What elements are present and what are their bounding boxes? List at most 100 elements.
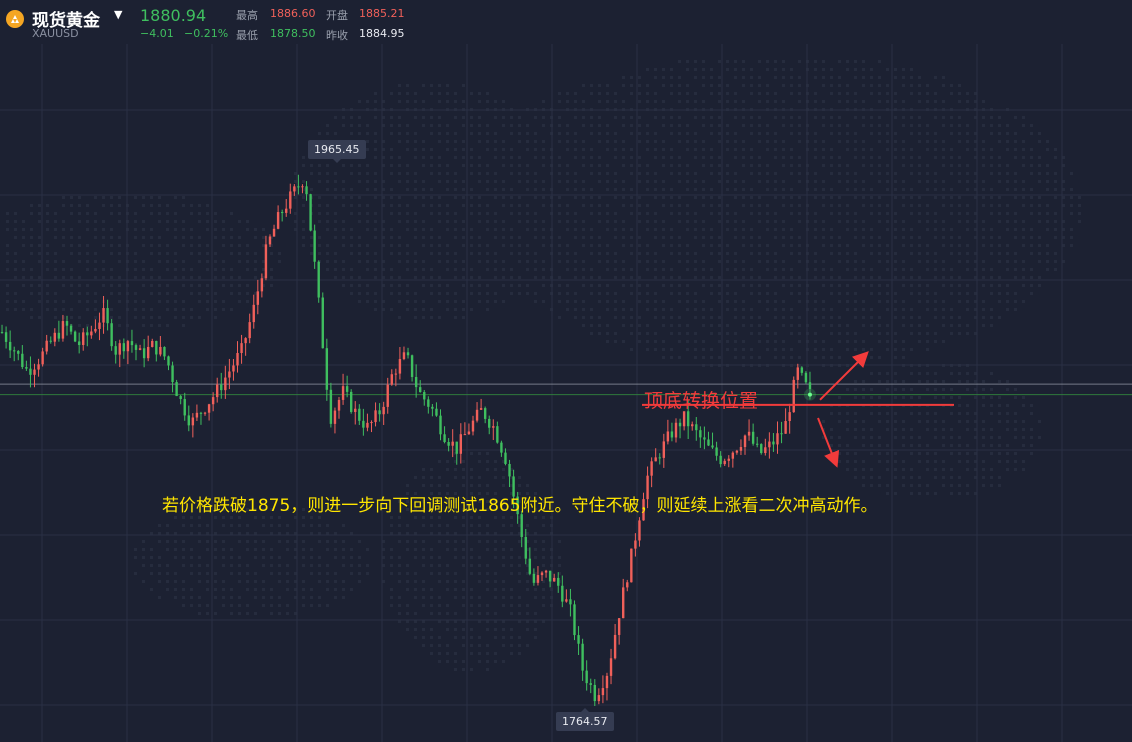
candle-body-141 [573,604,576,636]
candle-body-34 [138,348,142,350]
candle-body-112 [455,441,458,454]
candle-body-71 [289,191,292,209]
candle-body-147 [597,695,601,702]
candle-body-27 [110,323,113,347]
candle-body-157 [638,520,641,541]
candle-body-166 [674,422,678,438]
candle-body-138 [561,585,564,602]
candle-body-173 [703,437,706,440]
candle-body-7 [29,368,32,375]
candle-body-48 [195,412,199,418]
candle-body-186 [755,443,759,445]
candle-body-18 [73,331,77,342]
candle-body-51 [207,404,211,413]
candle-body-21 [86,332,89,336]
candle-body-29 [118,343,121,355]
candle-body-104 [423,392,426,400]
candle-body-121 [492,426,495,428]
candle-body-13 [53,332,57,342]
candle-body-33 [134,345,138,350]
candle-body-97 [394,373,398,375]
candle-body-15 [61,321,65,339]
candle-body-37 [151,340,154,347]
candle-body-117 [475,409,479,421]
low-label: 最低 [236,29,258,42]
candle-body-178 [723,460,726,465]
candle-body-198 [804,372,808,383]
candle-body-19 [77,341,81,346]
candle-body-102 [414,377,418,388]
candle-body-106 [431,406,434,409]
candle-body-98 [398,359,402,374]
candle-body-136 [552,577,556,582]
candle-body-127 [516,496,519,515]
candle-body-16 [65,321,69,326]
candle-body-110 [447,442,450,446]
candle-body-25 [102,308,105,323]
candle-body-56 [228,371,231,378]
candle-body-118 [479,408,483,410]
candle-body-175 [711,445,714,448]
candle-body-49 [199,412,203,414]
candle-body-116 [471,420,475,432]
price-change-percent: −0.21% [184,27,229,40]
candle-body-5 [21,353,24,368]
candle-body-182 [739,447,743,451]
candle-body-68 [276,212,280,229]
last-price: 1880.94 [140,6,207,25]
candle-body-193 [784,421,787,434]
candle-body-36 [146,346,150,359]
candle-body-79 [321,297,324,349]
candle-body-3 [13,350,16,352]
candle-body-109 [443,434,446,443]
candle-body-120 [488,418,491,428]
candle-body-115 [467,431,471,435]
candle-body-67 [272,228,276,237]
candle-body-35 [142,348,146,359]
candle-body-53 [216,384,219,398]
candle-body-144 [585,670,588,684]
candle-body-59 [240,343,243,354]
candle-body-6 [25,367,28,369]
candle-body-181 [735,450,739,453]
candle-body-63 [256,291,260,305]
candle-body-113 [459,434,463,454]
candle-body-170 [691,424,694,427]
candle-body-188 [764,447,767,454]
candle-body-107 [435,408,438,416]
candle-body-191 [776,433,779,445]
candle-body-30 [122,343,126,352]
candle-body-78 [317,261,320,298]
candle-body-185 [751,431,755,444]
candle-body-108 [439,415,442,435]
candle-body-65 [264,244,268,279]
candle-body-10 [41,351,44,365]
candle-body-151 [613,634,617,659]
candle-body-86 [349,391,353,412]
instrument-name[interactable]: 现货黄金 [32,11,100,31]
candle-body-131 [532,573,536,583]
candle-body-96 [390,374,393,385]
candle-body-103 [419,387,422,393]
candle-body-95 [386,384,389,407]
open-label: 开盘 [326,9,348,22]
candle-body-87 [354,408,357,412]
candle-body-155 [630,548,633,583]
chevron-down-icon[interactable]: ▼ [114,8,123,21]
candle-body-199 [808,382,812,390]
prev-close-value: 1884.95 [359,27,405,40]
candle-body-162 [658,457,661,459]
candle-body-130 [528,558,532,574]
candle-body-47 [191,417,195,426]
candle-body-125 [508,463,511,477]
low-value: 1878.50 [270,27,316,40]
candle-body-9 [37,364,40,370]
candle-body-192 [780,433,783,435]
candle-body-50 [203,412,207,414]
open-value: 1885.21 [359,7,405,20]
candle-body-58 [236,353,239,366]
candle-body-142 [577,635,580,644]
candle-body-160 [650,461,653,476]
